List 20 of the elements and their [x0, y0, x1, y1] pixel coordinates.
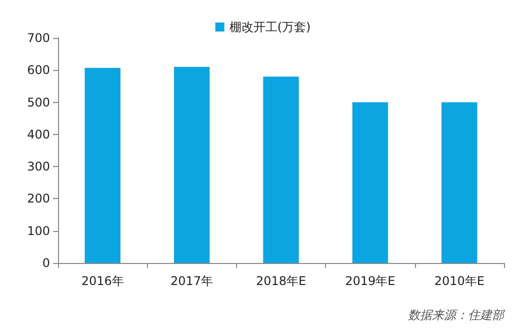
bar	[263, 76, 299, 263]
bar	[84, 68, 120, 263]
y-tick-label: 100	[27, 224, 50, 238]
legend-label: 棚改开工(万套)	[229, 20, 311, 34]
x-tick-label: 2018年E	[256, 274, 306, 288]
x-tick-label: 2010年E	[434, 274, 484, 288]
y-tick-label: 600	[27, 63, 50, 78]
y-tick-label: 700	[27, 31, 50, 45]
x-tick-label: 2019年E	[345, 274, 396, 288]
bar	[174, 66, 210, 263]
y-tick-label: 500	[27, 95, 50, 110]
x-tick-label: 2016年	[81, 274, 124, 288]
bar	[352, 102, 388, 263]
x-tick-label: 2017年	[170, 274, 214, 288]
y-tick-label: 200	[27, 192, 50, 206]
source-note: 数据来源：住建部	[408, 308, 506, 322]
bar	[442, 102, 478, 263]
y-tick-label: 300	[27, 160, 50, 174]
y-tick-label: 0	[42, 256, 50, 270]
y-tick-label: 400	[27, 127, 50, 142]
